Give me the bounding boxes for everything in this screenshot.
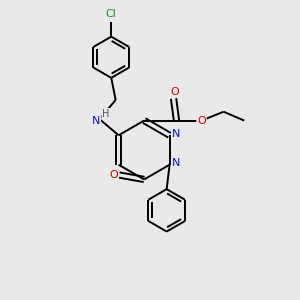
Text: N: N [172,158,180,168]
Text: Cl: Cl [106,9,117,19]
Text: O: O [110,170,118,180]
Text: O: O [171,87,179,97]
Text: N: N [172,129,180,139]
Text: N: N [92,116,100,126]
Text: O: O [197,116,206,126]
Text: H: H [102,109,110,119]
